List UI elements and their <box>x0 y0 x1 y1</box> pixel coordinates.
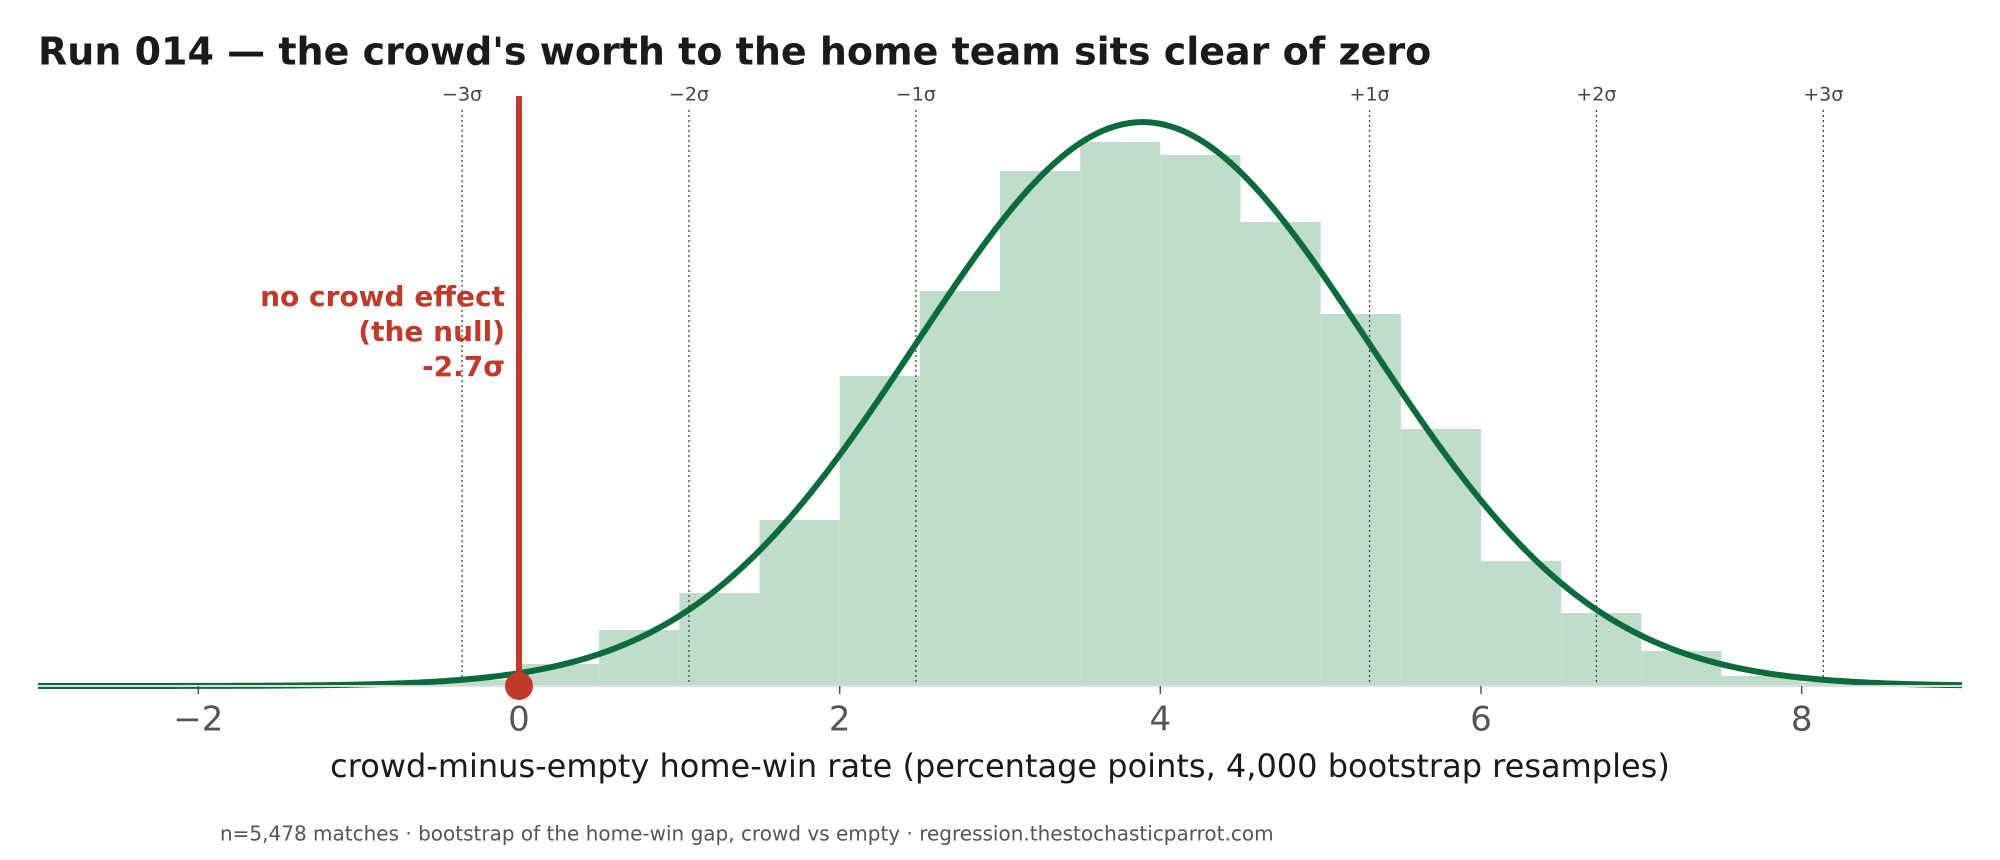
chart-title: Run 014 — the crowd's worth to the home … <box>38 30 1431 74</box>
x-tick-label: 0 <box>508 700 530 740</box>
null-label: (the null) <box>358 315 505 348</box>
x-axis-label: crowd-minus-empty home-win rate (percent… <box>330 747 1670 785</box>
x-tick-label: −2 <box>173 700 223 740</box>
sigma-label: +3σ <box>1803 84 1843 106</box>
null-marker <box>505 672 533 700</box>
histogram-bar <box>1160 155 1241 686</box>
x-tick-label: 4 <box>1150 700 1172 740</box>
histogram-bar <box>1400 429 1481 686</box>
sigma-label: +1σ <box>1350 84 1390 106</box>
histogram-bar <box>1561 613 1642 686</box>
x-tick-label: 8 <box>1791 700 1813 740</box>
histogram-bar <box>839 376 920 686</box>
histogram-bar <box>759 520 840 686</box>
histogram-bar <box>1721 676 1802 686</box>
histogram-bar <box>1481 561 1562 686</box>
histogram-bar <box>438 680 519 686</box>
histogram-bar <box>1641 651 1722 686</box>
sigma-label: +2σ <box>1576 84 1616 106</box>
sigma-label: −2σ <box>669 84 709 106</box>
sigma-label: −1σ <box>896 84 936 106</box>
histogram-bar <box>1240 222 1321 686</box>
footnote: n=5,478 matches · bootstrap of the home-… <box>220 822 1274 846</box>
fit-curve <box>38 119 1963 689</box>
null-label: -2.7σ <box>422 350 505 383</box>
x-tick-label: 2 <box>829 700 851 740</box>
null-label: no crowd effect <box>260 280 505 313</box>
histogram-bar <box>919 291 1000 686</box>
x-tick-label: 6 <box>1470 700 1492 740</box>
histogram-bar <box>1000 171 1081 686</box>
histogram-bar <box>1080 142 1161 686</box>
sigma-label: −3σ <box>442 84 482 106</box>
